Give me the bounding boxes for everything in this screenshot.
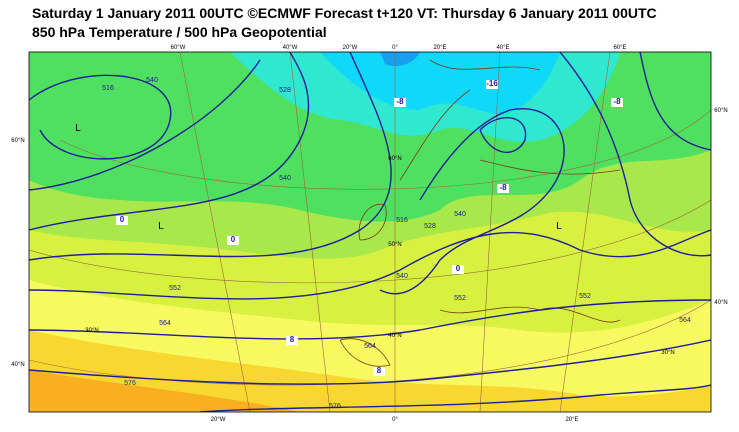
contour — [29, 299, 711, 340]
temperature-label-box — [394, 98, 406, 107]
contour — [639, 52, 711, 151]
lat-label: 40°N — [714, 300, 727, 306]
contour-label: 564 — [159, 320, 171, 327]
contour-label: 552 — [579, 293, 591, 300]
temperature-label: 0 — [231, 235, 236, 244]
lon-label: 20°W — [211, 417, 226, 423]
temperature-label: 8 — [290, 335, 295, 344]
temperature-label: 8 — [377, 366, 382, 375]
temperature-label-box — [373, 367, 385, 376]
contour-label: 540 — [396, 273, 408, 280]
lat-label: 40°N — [11, 362, 24, 368]
lon-label: 0° — [392, 417, 398, 423]
lat-label: 60°N — [11, 138, 24, 144]
contour-label: 528 — [279, 87, 291, 94]
lat-label: 30°N — [85, 328, 98, 334]
map-frame — [28, 51, 712, 413]
temperature-label-box — [486, 80, 498, 89]
lon-label: 20°E — [433, 45, 446, 51]
lat-label: 30°N — [661, 350, 674, 356]
contour-label: 576 — [329, 403, 341, 410]
contour-label: 564 — [679, 317, 691, 324]
contour-label: 576 — [124, 380, 136, 387]
temperature-label: -16 — [486, 79, 498, 88]
lat-label: 40°N — [388, 333, 401, 339]
low-center: L — [158, 221, 164, 232]
contour — [379, 108, 565, 295]
temperature-label-box — [497, 184, 509, 193]
contour-label: 540 — [454, 211, 466, 218]
field — [380, 52, 420, 67]
contour — [29, 74, 172, 160]
lon-label: 20°W — [343, 45, 358, 51]
temperature-label: -8 — [499, 183, 507, 192]
map-area — [29, 52, 711, 412]
lon-label: 40°W — [283, 45, 298, 51]
contour-label: 516 — [396, 217, 408, 224]
field — [29, 370, 300, 412]
lon-label: 40°E — [496, 45, 509, 51]
contour — [29, 52, 310, 231]
contour — [29, 52, 392, 261]
lat-label: 60°N — [714, 108, 727, 114]
temperature-label: 0 — [456, 264, 461, 273]
coastline — [339, 59, 621, 367]
contour-label: 552 — [454, 295, 466, 302]
lat-label: 50°N — [388, 242, 401, 248]
graticule — [179, 52, 611, 412]
field — [29, 330, 711, 412]
contour-label: 552 — [169, 285, 181, 292]
temperature-label-box — [611, 98, 623, 107]
contour — [29, 339, 711, 385]
contour — [199, 384, 711, 412]
low-center: L — [75, 123, 81, 134]
subtitle: 850 hPa Temperature / 500 hPa Geopotenti… — [32, 24, 327, 40]
temperature-label-box — [452, 265, 464, 274]
temperature-label: 0 — [120, 215, 125, 224]
lon-label: 60°E — [613, 45, 626, 51]
temperature-label: -8 — [613, 97, 621, 106]
lat-label: 60°N — [388, 156, 401, 162]
temperature-label-box — [286, 336, 298, 345]
lon-label: 0° — [392, 45, 398, 51]
contour — [29, 229, 711, 300]
contour-label: 564 — [364, 343, 376, 350]
lon-label: 20°E — [565, 417, 578, 423]
contour — [29, 59, 261, 191]
contour-label: 528 — [424, 223, 436, 230]
contour-label: 540 — [146, 77, 158, 84]
temperature-label-box — [116, 216, 128, 225]
temperature-label: -8 — [396, 97, 404, 106]
temperature-label-box — [227, 236, 239, 245]
contour — [559, 52, 711, 257]
low-center: L — [556, 221, 562, 232]
contour — [479, 116, 527, 153]
title: Saturday 1 January 2011 00UTC ©ECMWF For… — [32, 5, 657, 21]
contour-label: 516 — [102, 85, 114, 92]
lon-label: 60°W — [171, 45, 186, 51]
contour-label: 540 — [279, 175, 291, 182]
